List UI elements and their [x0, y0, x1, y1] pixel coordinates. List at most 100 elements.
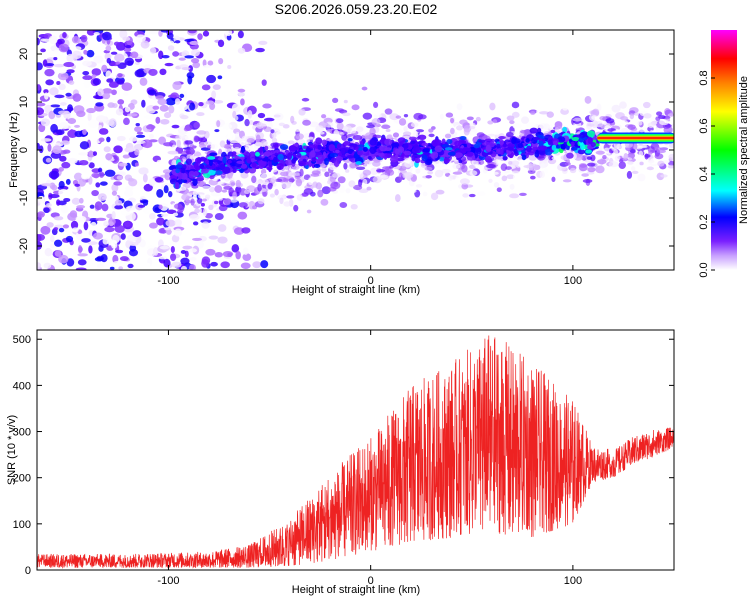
spectrogram-cell — [374, 109, 381, 116]
spectrogram-cell — [551, 156, 559, 161]
spectrogram-cell — [88, 162, 95, 169]
spectrogram-cell — [178, 178, 183, 185]
spectrogram-cell — [200, 202, 205, 207]
spectrogram-cell — [347, 148, 353, 155]
spectrogram-cell — [637, 173, 646, 182]
spectrogram-cell — [629, 113, 635, 120]
spectrogram-cell — [192, 61, 201, 69]
spectrogram-cell — [168, 94, 177, 99]
spectrogram-cell — [83, 49, 88, 55]
spectrogram-cell — [106, 136, 111, 143]
spectrogram-cell — [183, 179, 188, 183]
spectrogram-cell — [53, 63, 65, 68]
spectrogram-cell — [281, 181, 292, 189]
y-tick-label: -10 — [18, 190, 30, 206]
spectrogram-cell — [279, 144, 289, 150]
spectrogram-cell — [54, 250, 62, 257]
spectrogram-cell — [485, 144, 492, 152]
spectrogram-cell — [174, 40, 181, 44]
spectrogram-cell — [270, 129, 275, 134]
spectrogram-cell — [452, 163, 461, 169]
spectrogram-cell — [608, 161, 619, 168]
spectrogram-cell — [143, 208, 152, 214]
spectrogram-cell — [590, 154, 596, 162]
spectrogram-cell — [663, 125, 673, 134]
spectrogram-cell — [638, 145, 648, 149]
spectrogram-cell — [87, 241, 98, 245]
spectrogram-cell — [115, 108, 124, 116]
spectrogram-cell — [58, 166, 64, 172]
spectrogram-cell — [532, 136, 540, 141]
spectrogram-cell — [342, 112, 351, 117]
spectrogram-cell — [93, 55, 104, 64]
spectrogram-cell — [209, 152, 218, 157]
spectrogram-cell — [69, 129, 75, 138]
spectrogram-cell — [384, 138, 393, 146]
spectrogram-cell — [44, 68, 55, 77]
spectrogram-cell — [202, 185, 211, 190]
spectrogram-cell — [517, 143, 524, 149]
colorbar-tick-label: 0.0 — [698, 262, 710, 277]
spectrogram-cell — [421, 142, 429, 147]
spectrogram-cell — [450, 117, 455, 124]
spectrogram-cell — [80, 34, 88, 43]
spectrogram-cell — [147, 89, 157, 95]
spectrogram-cell — [79, 197, 84, 204]
spectrogram-cell — [216, 120, 221, 128]
spectrogram-cell — [428, 128, 434, 133]
spectrogram-cell — [478, 139, 486, 143]
spectrogram-cell — [126, 147, 136, 151]
y-tick-label: 100 — [13, 519, 31, 531]
spectrogram-cell — [335, 118, 344, 124]
spectrogram-cell — [119, 256, 129, 262]
spectrogram-cell — [340, 148, 345, 155]
spectrogram-cell — [54, 239, 63, 247]
spectrogram-cell — [430, 192, 439, 201]
spectrogram-cell — [38, 145, 44, 154]
spectrogram-cell — [215, 170, 223, 175]
spectrogram-cell — [139, 77, 148, 86]
spectrogram-cell — [69, 210, 78, 218]
spectrogram-cell — [620, 116, 629, 121]
spectrogram-cell — [337, 176, 346, 184]
spectrogram-cell — [257, 198, 265, 205]
spectrogram-cell — [166, 40, 175, 46]
spectrogram-cell — [301, 97, 310, 102]
spectrogram-cell — [486, 164, 496, 169]
spectrogram-cell — [158, 204, 163, 210]
spectrogram-cell — [127, 177, 135, 182]
spectrogram-cell — [235, 179, 242, 188]
spectrogram-cell — [235, 250, 241, 260]
spectrogram-cell — [236, 160, 245, 164]
spectrogram-cell — [103, 146, 111, 153]
spectrogram-cell — [422, 191, 428, 197]
spectrogram-cell — [210, 261, 218, 267]
spectrogram-cell — [396, 157, 405, 162]
spectrogram-cell — [506, 147, 514, 151]
spectrogram-cell — [512, 173, 522, 181]
spectrogram-cell — [92, 78, 101, 86]
spectrogram-cell — [164, 171, 171, 181]
x-tick-label: 0 — [368, 275, 374, 287]
spectrogram-cell — [244, 118, 250, 127]
x-tick-label: 100 — [564, 575, 582, 587]
spectrogram-cell — [109, 266, 115, 270]
spectrogram-cell — [562, 106, 568, 111]
spectrogram-cell — [102, 92, 111, 100]
x-tick-label: 100 — [564, 275, 582, 287]
spectrogram-cell — [484, 138, 493, 143]
spectrogram-cell — [89, 204, 95, 209]
spectrogram-cell — [167, 150, 179, 155]
spectrogram-cell — [212, 84, 221, 90]
spectrogram-cell — [315, 125, 324, 133]
spectrogram-cell — [102, 31, 112, 41]
spectrogram-cell — [208, 235, 219, 240]
spectrogram-cell — [45, 79, 54, 86]
spectrogram-cell — [188, 65, 193, 73]
spectrogram-cell — [37, 153, 42, 158]
spectrogram-cell — [274, 188, 279, 196]
spectrogram-cell — [50, 104, 61, 108]
spectrogram-cell — [172, 212, 179, 217]
spectrogram-cell — [202, 30, 210, 37]
spectrogram-cell — [355, 161, 362, 165]
